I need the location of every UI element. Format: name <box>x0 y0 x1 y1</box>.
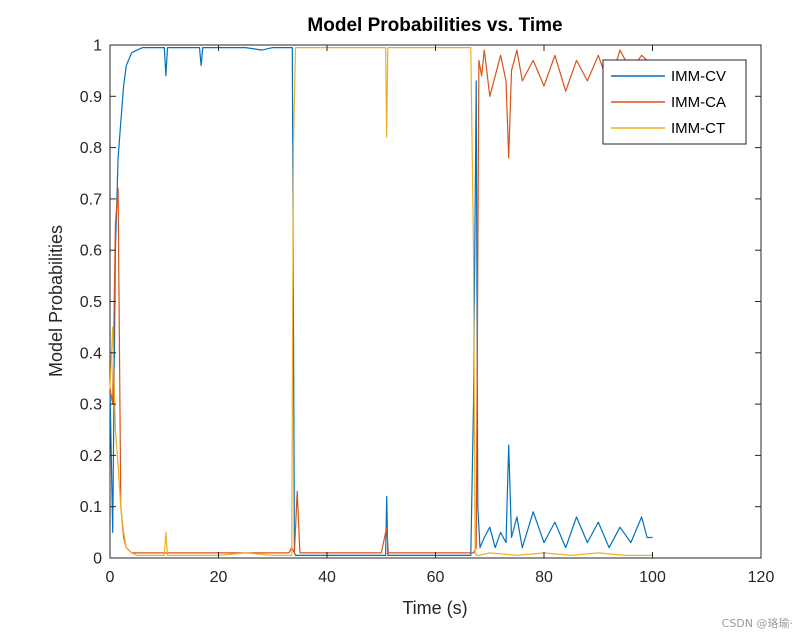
legend-entry: IMM-CT <box>671 120 725 137</box>
x-tick-label: 120 <box>748 569 775 586</box>
watermark: CSDN @珞瑜· <box>721 617 793 630</box>
x-tick-label: 100 <box>639 569 666 586</box>
x-tick-label: 60 <box>427 569 445 586</box>
y-axis: 0 0.1 0.2 0.3 0.4 0.5 0.6 0.7 0.8 0.9 1 <box>80 38 761 568</box>
series-line-imm-cv <box>109 47 653 556</box>
y-tick-label: 0.6 <box>80 243 102 260</box>
series-line-imm-ct <box>109 47 653 556</box>
x-tick-label: 40 <box>318 569 336 586</box>
legend-entry: IMM-CV <box>671 68 726 85</box>
y-tick-label: 0.8 <box>80 140 102 157</box>
y-tick-label: 0.1 <box>80 499 102 516</box>
y-tick-label: 0.9 <box>80 89 102 106</box>
series-layer <box>109 47 653 556</box>
y-tick-label: 0.7 <box>80 191 102 208</box>
x-tick-label: 20 <box>210 569 228 586</box>
y-tick-label: 0.4 <box>80 345 102 362</box>
series-line-imm-ca <box>109 49 653 554</box>
chart-title: Model Probabilities vs. Time <box>307 15 562 36</box>
y-tick-label: 1 <box>93 38 102 55</box>
legend-entry: IMM-CA <box>671 94 726 111</box>
y-tick-label: 0.2 <box>80 448 102 465</box>
x-tick-label: 80 <box>535 569 553 586</box>
y-tick-label: 0 <box>93 551 102 568</box>
legend: IMM-CV IMM-CA IMM-CT <box>602 59 747 145</box>
x-tick-label: 0 <box>106 569 115 586</box>
x-axis: 0 20 40 60 80 100 120 <box>106 45 775 586</box>
y-tick-label: 0.5 <box>80 294 102 311</box>
y-axis-label: Model Probabilities <box>46 225 66 377</box>
y-tick-label: 0.3 <box>80 397 102 414</box>
x-axis-label: Time (s) <box>402 598 467 618</box>
